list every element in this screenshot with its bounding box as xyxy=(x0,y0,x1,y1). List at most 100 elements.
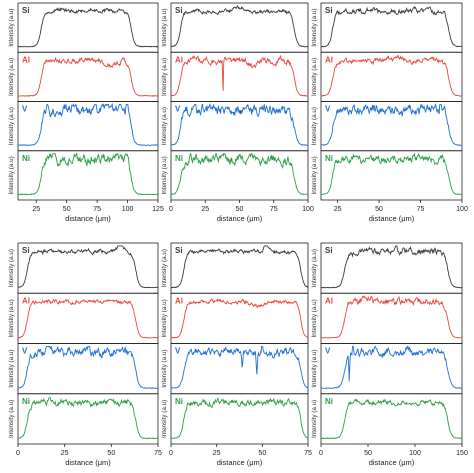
chart-column-1: Si Intensity (a.u) Al Intensity (a.u) V Inten… xyxy=(8,2,164,223)
y-axis-label: Intensity (a.u) xyxy=(161,400,168,438)
y-axis-label: Intensity (a.u) xyxy=(311,249,318,287)
x-tick-label: 150 xyxy=(456,450,468,457)
x-tick-label: 25 xyxy=(213,450,221,457)
x-tick-label: 0 xyxy=(169,450,173,457)
series-line-Al xyxy=(321,54,463,97)
y-axis-label: Intensity (a.u) xyxy=(311,299,318,337)
element-label: Al xyxy=(22,296,30,305)
element-label: Si xyxy=(22,246,30,255)
series-line-V xyxy=(17,102,159,147)
y-axis-label: Intensity (a.u) xyxy=(8,400,15,438)
x-tick-label: 75 xyxy=(304,450,312,457)
y-axis-label: Intensity (a.u) xyxy=(311,156,318,194)
element-label: V xyxy=(175,347,181,356)
y-axis-label: Intensity (a.u) xyxy=(8,350,15,388)
x-tick-label: 100 xyxy=(456,206,468,213)
element-label: Ni xyxy=(22,397,30,406)
x-axis-label: distance (μm) xyxy=(217,458,263,467)
panel-frame xyxy=(170,2,309,53)
series-line-Ni xyxy=(321,398,463,440)
element-label: Al xyxy=(325,296,333,305)
element-label: Ni xyxy=(22,154,30,163)
x-tick-label: 75 xyxy=(417,206,425,213)
y-axis-label: Intensity (a.u) xyxy=(8,107,15,145)
element-label: Si xyxy=(175,6,183,15)
chart-column-4: Si Intensity (a.u) Al Intensity (a.u) V Inten… xyxy=(8,242,162,467)
x-tick-label: 0 xyxy=(16,450,20,457)
series-line-Al xyxy=(170,54,309,97)
x-axis-label: distance (μm) xyxy=(65,214,111,223)
y-axis-label: Intensity (a.u) xyxy=(311,107,318,145)
y-axis-label: Intensity (a.u) xyxy=(161,9,168,47)
series-line-Al xyxy=(170,297,309,339)
element-label: V xyxy=(175,105,181,114)
x-tick-label: 75 xyxy=(93,206,101,213)
x-tick-label: 50 xyxy=(375,206,383,213)
x-axis-label: distance (μm) xyxy=(217,214,263,223)
series-line-Si xyxy=(17,7,159,48)
x-tick-label: 50 xyxy=(107,450,115,457)
x-axis-label: distance (μm) xyxy=(369,458,415,467)
x-tick-label: 125 xyxy=(152,206,164,213)
series-line-Al xyxy=(17,56,159,97)
x-tick-label: 25 xyxy=(61,450,69,457)
element-label: V xyxy=(22,105,28,114)
y-axis-label: Intensity (a.u) xyxy=(161,58,168,96)
series-line-Ni xyxy=(170,152,309,196)
x-tick-label: 100 xyxy=(122,206,134,213)
y-axis-label: Intensity (a.u) xyxy=(8,58,15,96)
element-label: Al xyxy=(175,55,183,64)
x-axis-label: distance (μm) xyxy=(65,458,111,467)
series-line-V xyxy=(320,345,463,389)
series-line-Si xyxy=(170,245,309,289)
x-tick-label: 0 xyxy=(319,450,323,457)
series-line-Ni xyxy=(170,397,309,440)
element-label: V xyxy=(325,105,331,114)
element-label: Al xyxy=(22,55,30,64)
element-label: Ni xyxy=(325,154,333,163)
panel-frame xyxy=(320,150,463,201)
series-line-Si xyxy=(17,245,159,289)
element-label: Ni xyxy=(325,397,333,406)
element-label: Si xyxy=(175,246,183,255)
series-line-V xyxy=(320,103,463,146)
element-label: Si xyxy=(325,6,333,15)
element-label: Al xyxy=(325,55,333,64)
x-axis-label: distance (μm) xyxy=(369,214,415,223)
y-axis-label: Intensity (a.u) xyxy=(8,249,15,287)
x-tick-label: 50 xyxy=(63,206,71,213)
series-line-Si xyxy=(171,5,308,48)
series-line-V xyxy=(170,345,309,389)
panel-frame xyxy=(320,393,463,445)
x-tick-label: 75 xyxy=(154,450,162,457)
y-axis-label: Intensity (a.u) xyxy=(311,9,318,47)
x-tick-label: 25 xyxy=(201,206,209,213)
series-line-V xyxy=(170,102,308,146)
y-axis-label: Intensity (a.u) xyxy=(311,400,318,438)
panel-frame xyxy=(170,292,309,344)
series-line-Al xyxy=(320,295,463,339)
y-axis-label: Intensity (a.u) xyxy=(161,156,168,194)
y-axis-label: Intensity (a.u) xyxy=(8,156,15,194)
x-tick-label: 100 xyxy=(409,450,421,457)
element-label: V xyxy=(22,347,28,356)
element-label: Ni xyxy=(175,154,183,163)
series-line-V xyxy=(17,345,159,389)
y-axis-label: Intensity (a.u) xyxy=(8,299,15,337)
series-line-Ni xyxy=(18,151,159,196)
panel-frame xyxy=(17,150,159,201)
panel-frame xyxy=(17,242,159,294)
element-label: V xyxy=(325,347,331,356)
series-line-Si xyxy=(320,6,463,48)
series-line-Ni xyxy=(17,397,159,440)
chart-column-2: Si Intensity (a.u) Al Intensity (a.u) V Inten… xyxy=(161,2,314,223)
chart-column-3: Si Intensity (a.u) Al Intensity (a.u) V Inten… xyxy=(311,2,468,223)
series-line-Al xyxy=(17,298,159,339)
x-tick-label: 50 xyxy=(364,450,372,457)
element-label: Al xyxy=(175,296,183,305)
y-axis-label: Intensity (a.u) xyxy=(161,299,168,337)
series-line-Ni xyxy=(320,152,463,195)
element-label: Si xyxy=(325,246,333,255)
x-tick-label: 25 xyxy=(32,206,40,213)
